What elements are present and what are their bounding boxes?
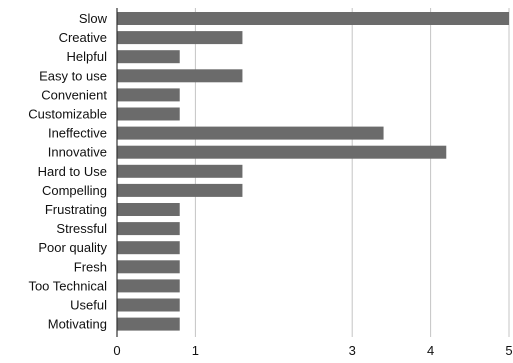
x-tick-label: 3 (349, 343, 356, 358)
category-label: Useful (70, 298, 107, 313)
bars (117, 12, 509, 331)
category-label: Customizable (28, 107, 107, 122)
bar (117, 164, 243, 178)
bar (117, 50, 180, 64)
bar (117, 107, 180, 121)
bar (117, 222, 180, 236)
bar (117, 317, 180, 331)
bar (117, 145, 447, 159)
bar (117, 31, 243, 45)
bar (117, 279, 180, 293)
bar (117, 69, 243, 83)
bar (117, 88, 180, 102)
x-tick-label: 1 (192, 343, 199, 358)
bar (117, 183, 243, 197)
category-label: Hard to Use (38, 164, 107, 179)
category-label: Fresh (74, 259, 107, 274)
category-label: Ineffective (48, 126, 107, 141)
bar (117, 126, 384, 140)
category-label: Innovative (48, 145, 107, 160)
category-label: Helpful (67, 49, 108, 64)
category-label: Creative (59, 30, 107, 45)
category-label: Stressful (56, 221, 107, 236)
x-tick-label: 5 (505, 343, 512, 358)
category-label: Poor quality (38, 240, 107, 255)
category-label: Too Technical (28, 278, 107, 293)
category-label: Motivating (48, 317, 107, 332)
x-tick-label: 0 (113, 343, 120, 358)
bar (117, 260, 180, 274)
bar (117, 298, 180, 312)
category-label: Compelling (42, 183, 107, 198)
category-label: Slow (79, 11, 108, 26)
x-tick-labels: 0 1 3 4 5 (113, 343, 512, 358)
category-label: Convenient (41, 87, 107, 102)
category-labels: Slow Creative Helpful Easy to use Convenient… (28, 11, 107, 332)
bar (117, 241, 180, 255)
bar (117, 203, 180, 216)
bar (117, 12, 509, 25)
x-tick-label: 4 (427, 343, 434, 358)
category-label: Easy to use (39, 68, 107, 83)
category-label: Frustrating (45, 202, 107, 217)
